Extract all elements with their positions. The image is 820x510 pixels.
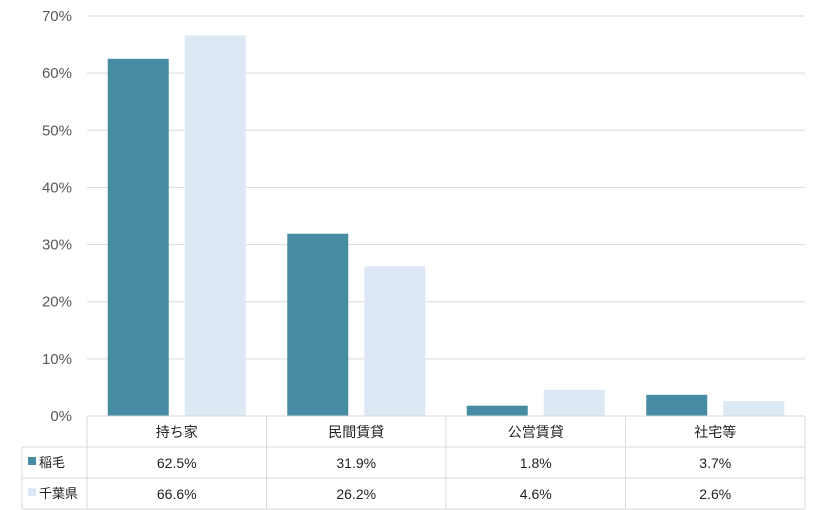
data-label: 2.6% xyxy=(699,486,731,502)
y-tick-label: 30% xyxy=(42,237,72,254)
y-tick-label: 10% xyxy=(42,351,72,368)
data-label: 1.8% xyxy=(520,455,552,471)
y-axis-tick-labels: 0% 10% 20% 30% 40% 50% 60% 70% xyxy=(42,8,72,425)
category-label: 公営賃貸 xyxy=(508,425,564,441)
category-label: 民間賃貸 xyxy=(328,425,384,441)
bar xyxy=(466,405,528,416)
data-label: 26.2% xyxy=(336,486,376,502)
y-tick-label: 70% xyxy=(42,8,72,25)
y-tick-label: 50% xyxy=(42,122,72,139)
bar xyxy=(364,266,426,416)
legend-swatch xyxy=(28,457,36,465)
legend-label: 千葉県 xyxy=(39,487,78,502)
bar xyxy=(184,35,246,417)
legend-swatch xyxy=(28,488,36,496)
bar xyxy=(646,394,708,416)
data-label: 4.6% xyxy=(520,486,552,502)
legend-label: 稲毛 xyxy=(39,456,65,471)
bar xyxy=(287,233,349,416)
category-label: 社宅等 xyxy=(694,424,736,441)
data-label: 31.9% xyxy=(336,455,376,471)
bar xyxy=(723,401,785,416)
bar xyxy=(543,389,605,416)
data-label: 66.6% xyxy=(157,486,197,502)
y-tick-label: 0% xyxy=(50,408,72,425)
category-label: 持ち家 xyxy=(156,424,198,441)
data-label: 62.5% xyxy=(157,455,197,471)
bar xyxy=(107,58,169,416)
y-tick-label: 60% xyxy=(42,65,72,82)
y-tick-label: 40% xyxy=(42,179,72,196)
data-label: 3.7% xyxy=(699,455,731,471)
y-tick-label: 20% xyxy=(42,294,72,311)
bars xyxy=(107,35,785,417)
